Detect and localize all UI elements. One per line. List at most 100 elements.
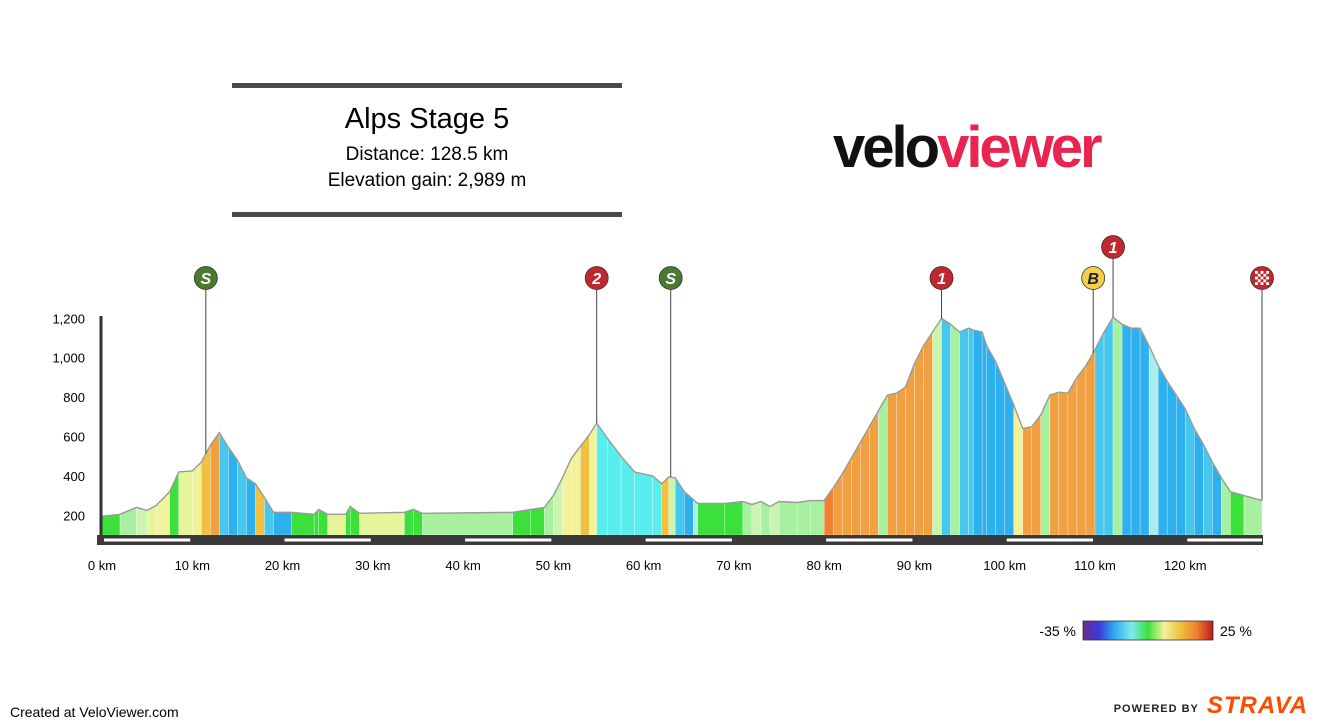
climb-marker — [1101, 235, 1125, 259]
gradient-legend-bar — [1082, 620, 1214, 641]
profile-segments — [101, 316, 1263, 536]
profile-segment — [981, 332, 987, 536]
profile-segment — [620, 455, 635, 536]
finish-flag-square — [1255, 282, 1258, 285]
profile-segment — [914, 345, 924, 536]
profile-segment — [1212, 461, 1222, 536]
sprint-marker-label: S — [200, 271, 211, 288]
x-tick-label: 50 km — [536, 558, 571, 573]
profile-segment — [1067, 376, 1078, 536]
profile-segment — [1112, 316, 1123, 536]
climb-marker-label: 1 — [1109, 240, 1118, 257]
climb-marker-label: 2 — [591, 271, 601, 288]
sprint-marker — [658, 266, 683, 290]
profile-segment — [596, 422, 608, 536]
y-tick-label: 800 — [63, 390, 85, 405]
profile-segment — [932, 317, 942, 536]
powered-by-strava: POWERED BY STRAVA — [1114, 694, 1308, 718]
profile-segment — [1243, 495, 1263, 536]
profile-segment — [796, 500, 811, 536]
x-tick-label: 40 km — [445, 558, 480, 573]
y-tick-label: 200 — [63, 508, 85, 523]
profile-segment — [1085, 348, 1096, 536]
finish-flag-square — [1257, 279, 1261, 283]
profile-segment — [264, 496, 274, 536]
profile-segment — [1049, 391, 1060, 536]
profile-segment — [652, 475, 662, 536]
profile-outline — [101, 316, 1263, 517]
profile-segment — [905, 363, 915, 536]
profile-segment — [810, 500, 825, 536]
climb-marker — [584, 266, 609, 290]
x-tick-label: 70 km — [716, 558, 751, 573]
finish-flag-square — [1263, 279, 1267, 283]
profile-segment — [178, 470, 193, 536]
powered-by-label: POWERED BY — [1113, 703, 1199, 715]
profile-segment — [237, 460, 247, 536]
profile-segment — [1139, 328, 1150, 536]
x-tick-label: 20 km — [265, 558, 300, 573]
profile-segment — [1185, 408, 1195, 536]
title-bottom-rule — [232, 212, 622, 217]
x-tick-label: 10 km — [175, 558, 210, 573]
profile-segment — [923, 331, 933, 536]
profile-segment — [512, 509, 532, 536]
profile-segment — [693, 498, 699, 536]
profile-segment — [1194, 427, 1204, 536]
veloviewer-logo: veloviewer — [833, 115, 1103, 180]
finish-flag-square — [1257, 273, 1261, 277]
profile-segment — [668, 476, 676, 536]
y-tick-label: 1,200 — [52, 311, 85, 326]
x-tick-label: 110 km — [1074, 558, 1116, 573]
x-tick-label: 0 km — [88, 558, 116, 573]
profile-segment — [404, 509, 414, 536]
profile-segment — [995, 361, 1005, 536]
profile-segment — [896, 386, 906, 536]
finish-flag-square — [1255, 271, 1258, 274]
profile-segment — [192, 461, 202, 536]
profile-segment — [273, 512, 292, 536]
profile-segment — [1103, 316, 1114, 536]
profile-segment — [661, 476, 670, 536]
profile-segment — [751, 501, 762, 536]
profile-segment — [1031, 414, 1042, 536]
profile-segment — [1076, 364, 1087, 536]
profile-segment — [950, 323, 960, 536]
climb-marker-label: 1 — [937, 271, 946, 288]
y-tick-label: 1,000 — [52, 351, 85, 366]
distance-text: Distance: 128.5 km — [345, 144, 509, 165]
profile-segment — [580, 433, 590, 536]
sprint-marker — [193, 266, 218, 290]
profile-segment — [246, 477, 256, 536]
elevation-gain-text: Elevation gain: 2,989 m — [327, 170, 527, 191]
stage-title: Alps Stage 5 — [344, 103, 510, 135]
profile-segment — [674, 477, 685, 536]
profile-segment — [941, 317, 951, 536]
profile-segment — [869, 409, 879, 536]
profile-segment — [697, 503, 726, 536]
profile-segment — [887, 392, 897, 536]
x-tick-label: 90 km — [897, 558, 932, 573]
sprint-marker-label: S — [665, 271, 676, 288]
profile-segment — [1058, 391, 1069, 536]
profile-segment — [1148, 345, 1159, 536]
finish-flag-square — [1260, 271, 1264, 274]
profile-segment — [571, 445, 581, 536]
finish-flag-square — [1266, 282, 1269, 285]
profile-segment — [778, 501, 798, 536]
profile-segment — [968, 327, 974, 536]
logo-part-viewer: viewer — [937, 115, 1103, 180]
profile-segment — [291, 512, 315, 536]
profile-segment — [769, 501, 780, 536]
x-tick-label: 80 km — [806, 558, 841, 573]
profile-segment — [1121, 323, 1132, 536]
finish-flag-square — [1260, 282, 1264, 285]
finish-flag-square — [1266, 271, 1269, 274]
x-tick-label: 60 km — [626, 558, 661, 573]
profile-segment — [972, 329, 983, 536]
profile-segment — [327, 514, 346, 536]
bonus-marker — [1081, 266, 1106, 290]
x-tick-label: 30 km — [355, 558, 390, 573]
x-tick-label: 100 km — [983, 558, 1026, 573]
